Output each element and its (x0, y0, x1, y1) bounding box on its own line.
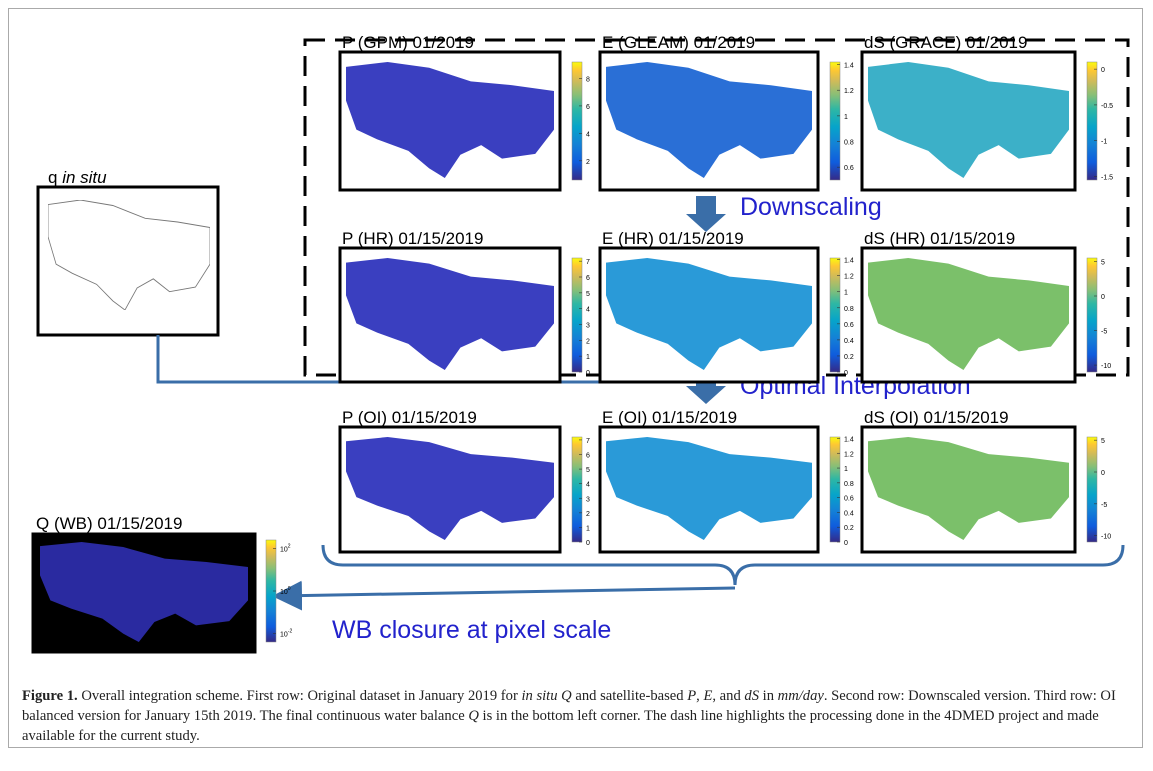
colorbar-tick-label: 2 (586, 159, 590, 166)
colorbar-tick-label: 6 (586, 453, 590, 460)
colorbar-tick-label: 4 (586, 482, 590, 489)
tick-exp: 2 (288, 543, 291, 549)
colorbar-tick-label: 0 (1101, 67, 1105, 74)
colorbar-tick-label: 4 (586, 131, 590, 138)
colorbar-tick-label: 5 (586, 291, 590, 298)
colorbar-tick-label: 6 (586, 275, 590, 282)
caption-run: P (687, 688, 696, 704)
caption-run: dS (744, 688, 759, 704)
colorbar-tick-label: 0.6 (844, 165, 854, 172)
colorbar-tick-label: 0 (586, 370, 590, 377)
colorbar-tick-label: 0 (1101, 470, 1105, 477)
colorbar-tick-label: 1.2 (844, 451, 854, 458)
insitu-title: q in situ (48, 168, 107, 187)
panel-title: dS (OI) 01/15/2019 (864, 408, 1009, 427)
colorbar-tick-label: 4 (586, 307, 590, 314)
colorbar-tick-label: 1.4 (844, 258, 854, 265)
colorbar-tick-label: -5 (1101, 502, 1107, 509)
down-arrow (686, 196, 726, 232)
colorbar-tick-label: 0.2 (844, 525, 854, 532)
colorbar-tick-label: 0.4 (844, 510, 854, 517)
colorbar-tick-label: 0.8 (844, 481, 854, 488)
colorbar-tick-label: 5 (1101, 438, 1105, 445)
tick-base: 10 (280, 632, 288, 639)
colorbar-tick-label: 102 (280, 543, 291, 553)
colorbar-tick-label: 6 (586, 104, 590, 111)
colorbar-tick-label: 1 (586, 354, 590, 361)
panel-title: dS (HR) 01/15/2019 (864, 229, 1015, 248)
colorbar-tick-label: 0 (844, 370, 848, 377)
colorbar-tick-label: 1 (844, 466, 848, 473)
tick-exp: 0 (288, 586, 291, 592)
colorbar-tick-label: 5 (586, 467, 590, 474)
colorbar-tick-label: 1.4 (844, 436, 854, 443)
colorbar-tick-label: -10 (1101, 534, 1111, 541)
colorbar-tick-label: 1.2 (844, 88, 854, 95)
tick-base: 10 (280, 589, 288, 596)
colorbar-tick-label: 10-2 (280, 629, 292, 639)
colorbar-tick-label: 2 (586, 511, 590, 518)
downscaling-label: Downscaling (740, 193, 882, 221)
colorbar (830, 62, 840, 180)
panel-title: P (HR) 01/15/2019 (342, 229, 483, 248)
colorbar-tick-label: 3 (586, 323, 590, 330)
caption-run: in situ Q (521, 688, 571, 704)
caption: Figure 1. Overall integration scheme. Fi… (22, 686, 1130, 746)
figure: q in situ Downscaling Optimal Interpolat… (0, 0, 1153, 680)
caption-run: Q (468, 708, 479, 724)
caption-run: in (759, 688, 778, 704)
colorbar-tick-label: 0 (586, 540, 590, 547)
colorbar-tick-label: 0.6 (844, 496, 854, 503)
colorbar (572, 62, 582, 180)
colorbar-tick-label: 1.2 (844, 274, 854, 281)
colorbar (572, 258, 582, 372)
colorbar-tick-label: 1 (586, 525, 590, 532)
colorbar-tick-label: 1 (844, 290, 848, 297)
panel-title: E (HR) 01/15/2019 (602, 229, 744, 248)
caption-run: , and (712, 688, 744, 704)
colorbar (830, 437, 840, 542)
colorbar (1087, 62, 1097, 180)
colorbar (572, 437, 582, 542)
caption-run: mm/day (778, 688, 824, 704)
panel-title: P (OI) 01/15/2019 (342, 408, 477, 427)
colorbar-tick-label: 1 (844, 114, 848, 121)
colorbar-tick-label: 1.4 (844, 63, 854, 70)
colorbar-tick-label: 0.2 (844, 354, 854, 361)
colorbar-tick-label: -1 (1101, 139, 1107, 146)
tick-base: 10 (280, 546, 288, 553)
colorbar-tick-label: -0.5 (1101, 103, 1113, 110)
closure-arrow (278, 588, 735, 596)
colorbar (830, 258, 840, 372)
panel-title: E (GLEAM) 01/2019 (602, 33, 755, 52)
colorbar-tick-label: 0 (1101, 294, 1105, 301)
colorbar-tick-label: 0.8 (844, 140, 854, 147)
colorbar-tick-label: 0 (844, 540, 848, 547)
page: q in situ Downscaling Optimal Interpolat… (0, 0, 1153, 771)
caption-run: and satellite-based (572, 688, 688, 704)
colorbar-tick-label: 0.6 (844, 322, 854, 329)
colorbar (1087, 258, 1097, 372)
colorbar-tick-label: 3 (586, 496, 590, 503)
caption-run: Overall integration scheme. First row: O… (78, 688, 522, 704)
colorbar-tick-label: 0.8 (844, 306, 854, 313)
colorbar-tick-label: 2 (586, 338, 590, 345)
colorbar (1087, 437, 1097, 542)
panel-title: E (OI) 01/15/2019 (602, 408, 737, 427)
colorbar-tick-label: 8 (586, 76, 590, 83)
tick-exp: -2 (288, 629, 293, 635)
caption-run: Figure 1. (22, 688, 78, 704)
wb-title: Q (WB) 01/15/2019 (36, 514, 182, 533)
colorbar-tick-label: -5 (1101, 329, 1107, 336)
colorbar-tick-label: -10 (1101, 363, 1111, 370)
colorbar-tick-label: 5 (1101, 259, 1105, 266)
colorbar-tick-label: 0.4 (844, 338, 854, 345)
panel-title: P (GPM) 01/2019 (342, 33, 474, 52)
colorbar-tick-label: -1.5 (1101, 174, 1113, 181)
closure-label: WB closure at pixel scale (332, 616, 611, 644)
colorbar-tick-label: 7 (586, 438, 590, 445)
colorbar-tick-label: 7 (586, 259, 590, 266)
panel-title: dS (GRACE) 01/2019 (864, 33, 1027, 52)
